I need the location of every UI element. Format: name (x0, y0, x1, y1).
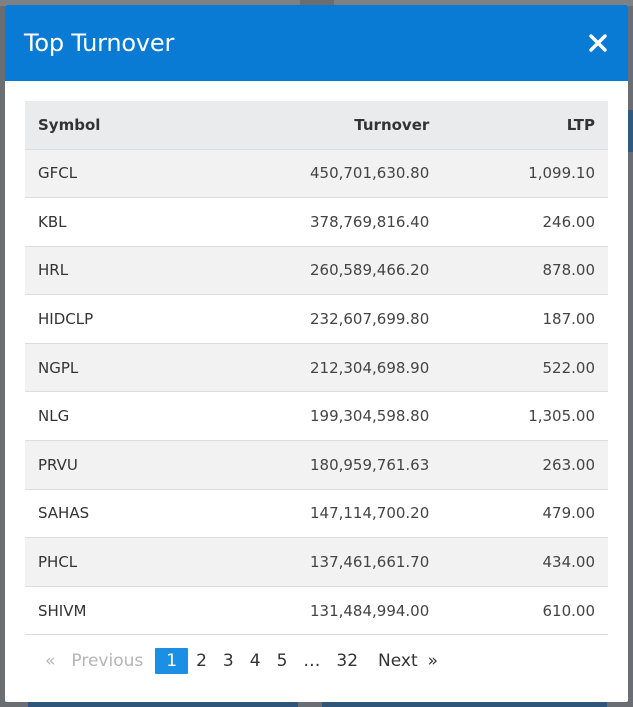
table-row: SAHAS 147,114,700.20 479.00 (25, 489, 608, 538)
page-button-last[interactable]: 32 (336, 651, 359, 672)
cell-ltp: 1,305.00 (528, 407, 595, 426)
modal-body: Symbol Turnover LTP GFCL 450,701,630.80 … (5, 81, 628, 675)
cell-ltp: 434.00 (542, 553, 596, 572)
table-header-row: Symbol Turnover LTP (25, 101, 608, 150)
table-row: KBL 378,769,816.40 246.00 (25, 197, 608, 247)
cell-symbol[interactable]: HIDCLP (38, 310, 94, 329)
cell-ltp: 522.00 (542, 358, 596, 377)
previous-button: Previous (71, 651, 144, 672)
cell-symbol[interactable]: HRL (38, 261, 69, 280)
table-row: SHIVM 131,484,994.00 610.00 (25, 586, 608, 635)
cell-turnover: 137,461,661.70 (309, 553, 430, 572)
column-header-turnover[interactable]: Turnover (182, 101, 443, 150)
pagination-ellipsis: … (303, 651, 321, 672)
page-button-4[interactable]: 4 (249, 651, 261, 672)
table-row: NLG 199,304,598.80 1,305.00 (25, 391, 608, 441)
cell-turnover: 131,484,994.00 (309, 601, 430, 620)
cell-symbol[interactable]: NLG (38, 407, 70, 426)
table-row: HIDCLP 232,607,699.80 187.00 (25, 294, 608, 344)
cell-symbol[interactable]: NGPL (38, 358, 79, 377)
cell-turnover: 199,304,598.80 (309, 407, 430, 426)
modal-title: Top Turnover (24, 29, 175, 57)
cell-ltp: 1,099.10 (528, 164, 595, 183)
page-button-5[interactable]: 5 (276, 651, 288, 672)
cell-turnover: 260,589,466.20 (309, 261, 430, 280)
cell-ltp: 263.00 (542, 455, 596, 474)
table-row: GFCL 450,701,630.80 1,099.10 (25, 149, 608, 198)
cell-symbol[interactable]: GFCL (38, 164, 78, 183)
top-turnover-modal: Top Turnover Symbol Turnover LTP GFCL 45… (5, 5, 628, 702)
page-button-1[interactable]: 1 (155, 648, 189, 675)
close-x-glyph (589, 34, 607, 52)
table-row: PHCL 137,461,661.70 434.00 (25, 537, 608, 587)
next-arrow-icon[interactable]: » (427, 651, 439, 672)
pagination: « Previous 1 2 3 4 5 … 32 Next » (25, 648, 608, 675)
cell-symbol[interactable]: PRVU (38, 455, 78, 474)
close-icon[interactable] (586, 31, 610, 55)
cell-symbol[interactable]: PHCL (38, 553, 78, 572)
cell-turnover: 180,959,761.63 (309, 455, 430, 474)
table-row: NGPL 212,304,698.90 522.00 (25, 343, 608, 392)
backdrop-panel (0, 0, 300, 6)
column-header-ltp[interactable]: LTP (442, 101, 608, 150)
cell-symbol[interactable]: KBL (38, 212, 67, 231)
next-button[interactable]: Next (378, 651, 418, 672)
table-row: PRVU 180,959,761.63 263.00 (25, 440, 608, 490)
column-header-symbol[interactable]: Symbol (25, 101, 183, 150)
cell-ltp: 878.00 (542, 261, 596, 280)
backdrop-panel (628, 110, 633, 152)
page-button-2[interactable]: 2 (196, 651, 207, 672)
cell-turnover: 147,114,700.20 (309, 504, 430, 523)
cell-turnover: 378,769,816.40 (309, 212, 430, 231)
modal-header: Top Turnover (5, 5, 628, 81)
turnover-table: Symbol Turnover LTP GFCL 450,701,630.80 … (25, 101, 608, 635)
backdrop-panel (28, 700, 298, 707)
cell-ltp: 479.00 (542, 504, 596, 523)
cell-ltp: 610.00 (542, 601, 596, 620)
previous-arrow-icon: « (45, 651, 56, 672)
cell-turnover: 232,607,699.80 (309, 310, 430, 329)
table-row: HRL 260,589,466.20 878.00 (25, 246, 608, 295)
backdrop-panel (334, 0, 633, 6)
cell-ltp: 187.00 (542, 310, 596, 329)
cell-symbol[interactable]: SAHAS (38, 504, 90, 523)
cell-turnover: 450,701,630.80 (309, 164, 430, 183)
cell-ltp: 246.00 (542, 212, 596, 231)
cell-turnover: 212,304,698.90 (309, 358, 430, 377)
page-button-3[interactable]: 3 (222, 651, 234, 672)
cell-symbol[interactable]: SHIVM (38, 601, 87, 620)
